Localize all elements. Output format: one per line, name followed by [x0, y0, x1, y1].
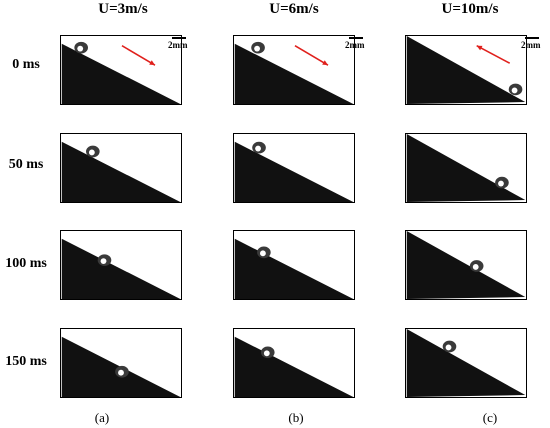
droplet — [115, 365, 129, 378]
panel-a-2 — [60, 230, 182, 300]
droplet — [469, 260, 484, 272]
flow-arrow — [476, 45, 511, 64]
panel-a-0 — [60, 35, 182, 105]
column-header-a: U=3m/s — [98, 1, 148, 17]
panel-b-3 — [233, 328, 355, 398]
panel-b-1 — [233, 133, 355, 203]
inclined-surface — [406, 329, 526, 397]
panel-image — [234, 336, 354, 397]
droplet — [97, 254, 112, 266]
inclined-surface — [234, 238, 354, 299]
flow-arrow-head — [322, 60, 328, 66]
flow-arrow — [121, 45, 156, 66]
panel-image — [234, 141, 354, 202]
droplet — [260, 346, 275, 359]
inclined-surface — [406, 231, 526, 299]
droplet — [252, 141, 266, 154]
panel-a-3 — [60, 328, 182, 398]
row-label-0ms: 0 ms — [12, 57, 40, 72]
droplet — [86, 145, 100, 158]
panel-image — [406, 134, 526, 202]
flow-arrow — [294, 45, 329, 66]
panel-image — [406, 231, 526, 299]
inclined-surface — [234, 43, 354, 104]
droplet — [495, 176, 509, 189]
flow-arrow-head — [149, 60, 155, 66]
droplet — [74, 41, 88, 54]
panel-image — [234, 41, 354, 104]
scale-bar-line — [525, 37, 539, 39]
panel-b-2 — [233, 230, 355, 300]
panel-c-0 — [405, 35, 527, 105]
caption-a: (a) — [94, 410, 110, 425]
scale-bar-a: 2mm — [168, 37, 188, 50]
panel-a-1 — [60, 133, 182, 203]
row-label-150ms: 150 ms — [5, 354, 47, 369]
row-label-100ms: 100 ms — [5, 256, 47, 271]
panel-c-3 — [405, 328, 527, 398]
droplet — [257, 246, 271, 259]
scale-bar-label: 2mm — [168, 40, 188, 50]
inclined-surface — [234, 141, 354, 202]
scale-bar-label: 2mm — [521, 40, 541, 50]
scale-bar-line — [172, 37, 186, 39]
inclined-surface — [61, 238, 181, 299]
inclined-surface — [61, 336, 181, 397]
panel-image — [61, 41, 181, 104]
scale-bar-c: 2mm — [521, 37, 541, 50]
flow-arrow-head — [476, 45, 483, 51]
inclined-surface — [406, 36, 526, 104]
inclined-surface — [406, 134, 526, 202]
inclined-surface — [61, 141, 181, 202]
panel-b-0 — [233, 35, 355, 105]
inclined-surface — [234, 336, 354, 397]
column-header-c: U=10m/s — [441, 1, 499, 17]
scale-bar-b: 2mm — [345, 37, 365, 50]
panel-image — [61, 141, 181, 202]
column-header-b: U=6m/s — [269, 1, 319, 17]
caption-c: (c) — [482, 410, 498, 425]
panel-image — [234, 238, 354, 299]
panel-image — [406, 329, 526, 397]
scale-bar-label: 2mm — [345, 40, 365, 50]
panel-c-2 — [405, 230, 527, 300]
droplet — [508, 83, 523, 96]
panel-image — [61, 336, 181, 397]
row-label-50ms: 50 ms — [8, 157, 44, 172]
droplet — [251, 41, 265, 54]
scale-bar-line — [349, 37, 363, 39]
panel-c-1 — [405, 133, 527, 203]
caption-b: (b) — [288, 410, 304, 425]
panel-image — [406, 36, 526, 104]
panel-image — [61, 238, 181, 299]
droplet — [442, 340, 457, 353]
